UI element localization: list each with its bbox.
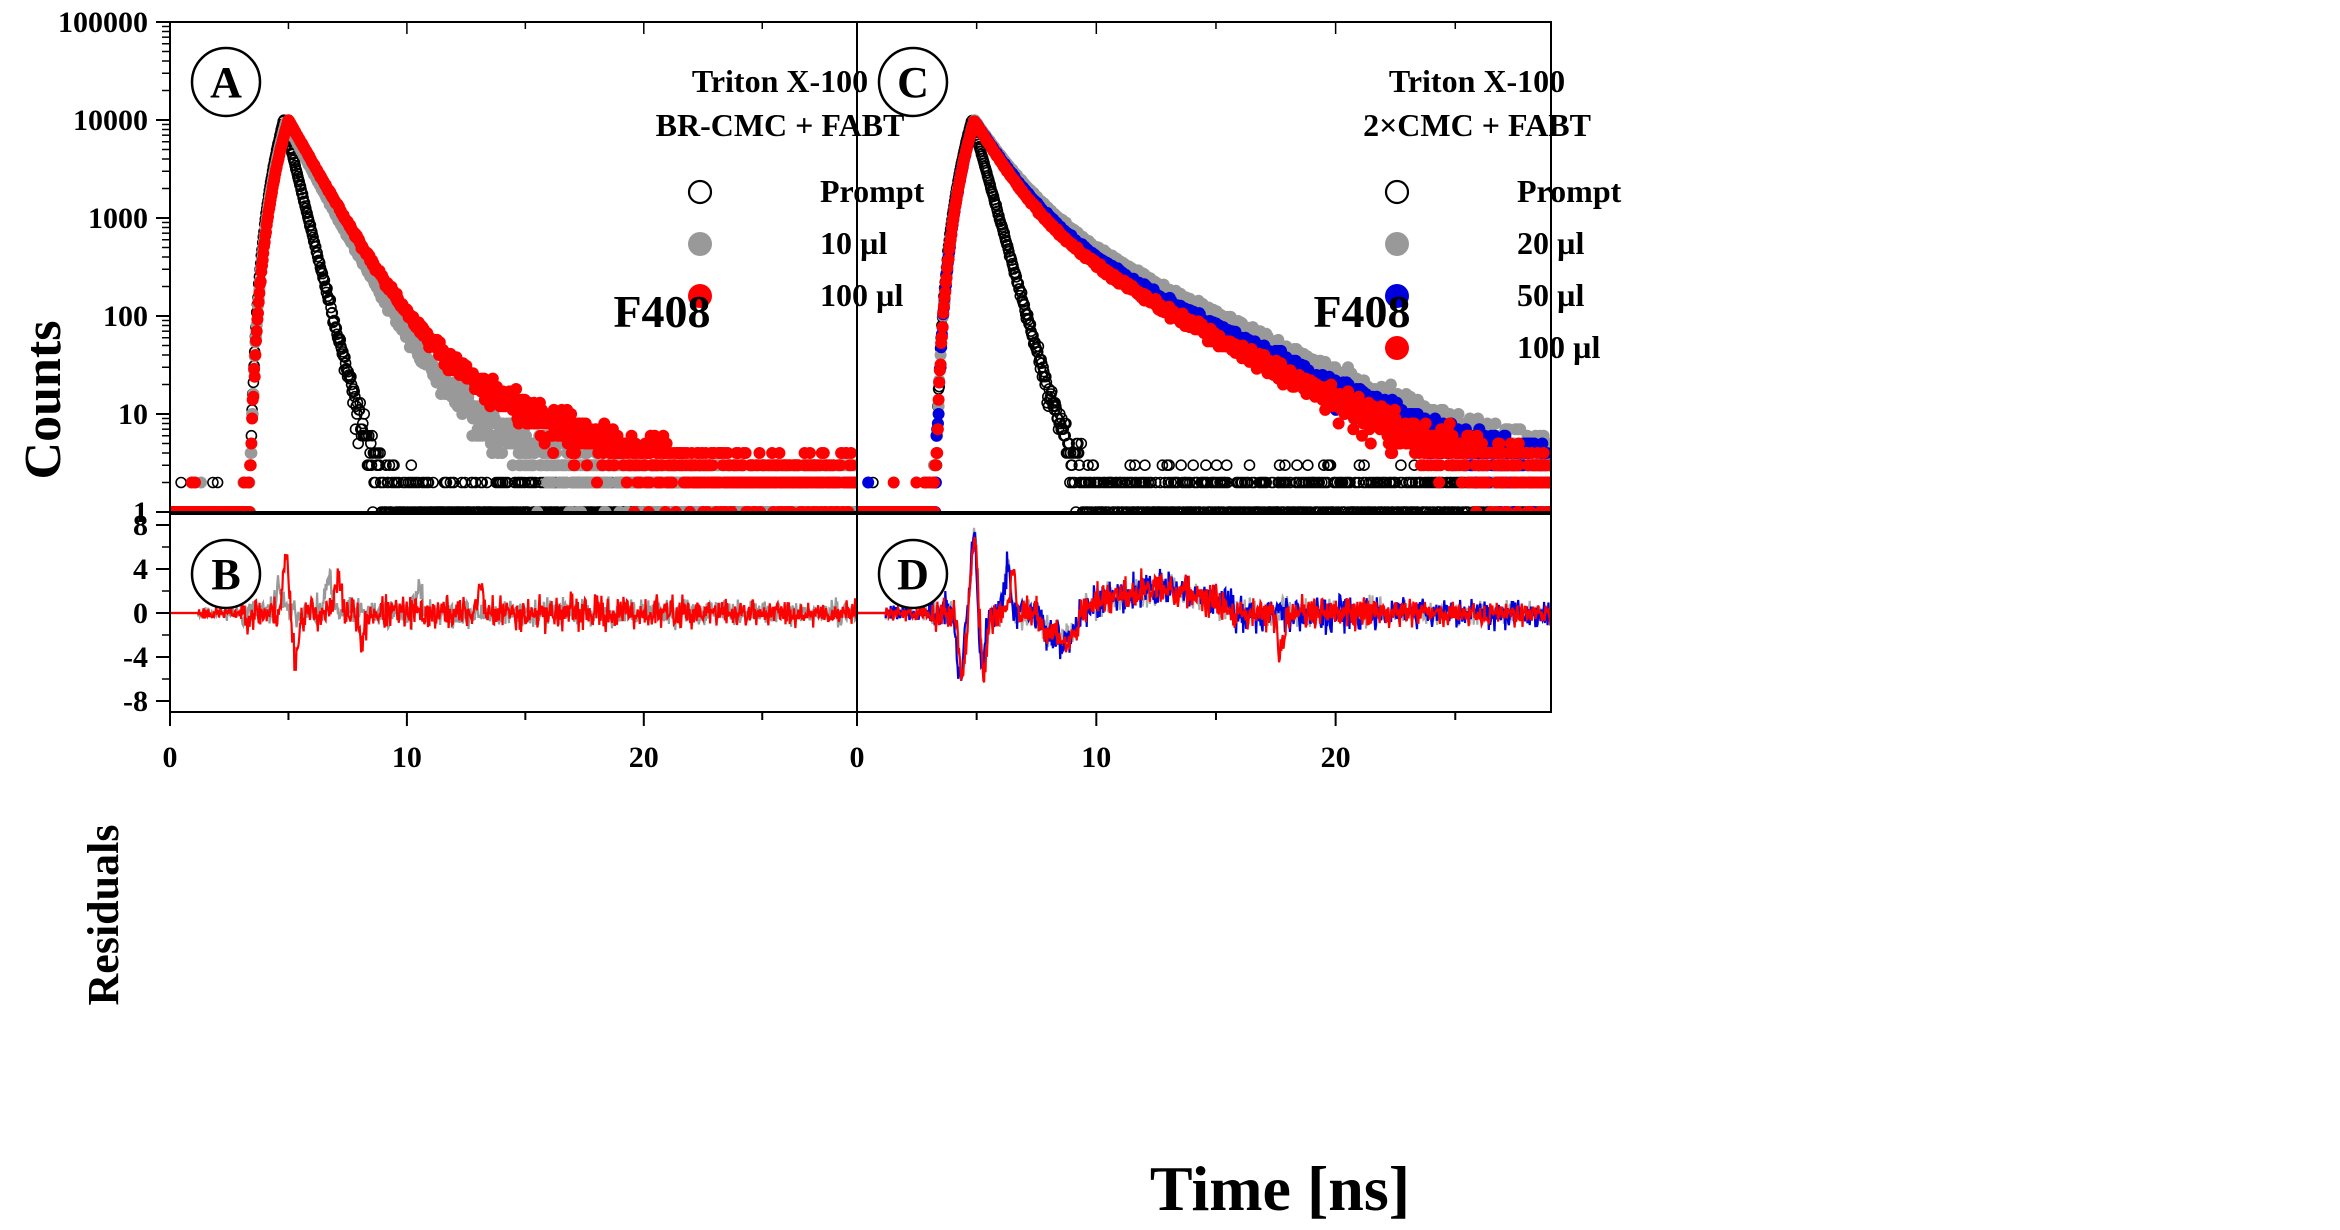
x-axis-title: Time [ns] <box>1150 1153 1410 1224</box>
legend-marker <box>688 284 712 308</box>
series-100-l <box>857 115 1551 512</box>
panel-label: C <box>897 58 929 107</box>
frame <box>856 513 1552 713</box>
panel-label: A <box>210 58 242 107</box>
panel-label-circle <box>190 46 262 118</box>
legend-label: 10 µl <box>820 225 887 261</box>
legend-marker <box>1385 336 1409 360</box>
panel-label: D <box>897 550 929 599</box>
legend: Triton X-100 2×CMC + FABT Prompt 20 µl 50 µl… <box>1363 63 1622 365</box>
legend-marker <box>1385 232 1409 256</box>
legend-label: Prompt <box>1517 173 1622 209</box>
panel-a-decay-plot: 1 10 100 1000 10000 100000 A Triton X-100 BR-CMC… <box>58 6 925 529</box>
legend-marker <box>1385 284 1409 308</box>
legend-title-line: 2×CMC + FABT <box>1363 107 1591 143</box>
x-tick-label: 20 <box>1321 741 1351 774</box>
y-axis-title-counts: Counts <box>15 321 72 480</box>
y-tick-label: 10 <box>118 398 148 431</box>
annotation-label: F408 <box>1313 286 1410 337</box>
x-tick-label: 20 <box>629 741 659 774</box>
panel-label-circle <box>877 46 949 118</box>
x-tick-label: 10 <box>392 741 422 774</box>
x-tick-label: 10 <box>1081 741 1111 774</box>
y-tick-label: 100000 <box>58 6 148 39</box>
plot-area <box>857 114 1551 512</box>
legend-label: 50 µl <box>1517 277 1584 313</box>
y-axis-title-residuals: Residuals <box>79 825 128 1006</box>
legend-marker <box>687 179 713 205</box>
plot-area <box>170 553 857 671</box>
panel-b-residuals-plot: -8 -4 0 4 8 0 10 20 B <box>123 509 858 774</box>
panel-label-circle <box>190 538 262 610</box>
y-tick-label: -8 <box>123 685 148 718</box>
legend-label: Prompt <box>820 173 925 209</box>
y-tick-label: 1 <box>133 496 148 529</box>
series-100-l <box>170 114 857 512</box>
legend-title-line: BR-CMC + FABT <box>656 107 905 143</box>
legend-title-line: Triton X-100 <box>692 63 868 99</box>
y-tick-label: 4 <box>133 553 148 586</box>
legend-label: 100 µl <box>820 277 903 313</box>
y-tick-label: 8 <box>133 509 148 542</box>
plot-area <box>170 114 857 512</box>
x-tick-label: 0 <box>163 741 178 774</box>
residual-trace <box>170 553 857 671</box>
y-tick-label: 100 <box>103 300 148 333</box>
plot-area <box>857 527 1551 683</box>
x-tick-label: 0 <box>850 741 865 774</box>
y-tick-label: -4 <box>123 641 148 674</box>
panel-d-residuals-plot: 0 10 20 D <box>850 513 1552 774</box>
y-tick-label: 1000 <box>88 202 148 235</box>
panel-c-decay-plot: C Triton X-100 2×CMC + FABT Prompt 20 µl 50 µ… <box>856 21 1622 513</box>
frame <box>856 21 1552 513</box>
y-tick-label: 0 <box>133 597 148 630</box>
data-points <box>170 114 857 512</box>
legend-marker <box>688 232 712 256</box>
data-points <box>857 115 1551 512</box>
legend-marker <box>1384 179 1410 205</box>
legend-title-line: Triton X-100 <box>1389 63 1565 99</box>
residual-trace <box>857 536 1551 683</box>
legend: Triton X-100 BR-CMC + FABT Prompt 10 µl 100 … <box>656 63 925 313</box>
y-tick-label: 10000 <box>73 104 148 137</box>
annotation-label: F408 <box>613 286 710 337</box>
panel-label: B <box>211 550 240 599</box>
legend-label: 100 µl <box>1517 329 1600 365</box>
legend-label: 20 µl <box>1517 225 1584 261</box>
panel-label-circle <box>877 538 949 610</box>
